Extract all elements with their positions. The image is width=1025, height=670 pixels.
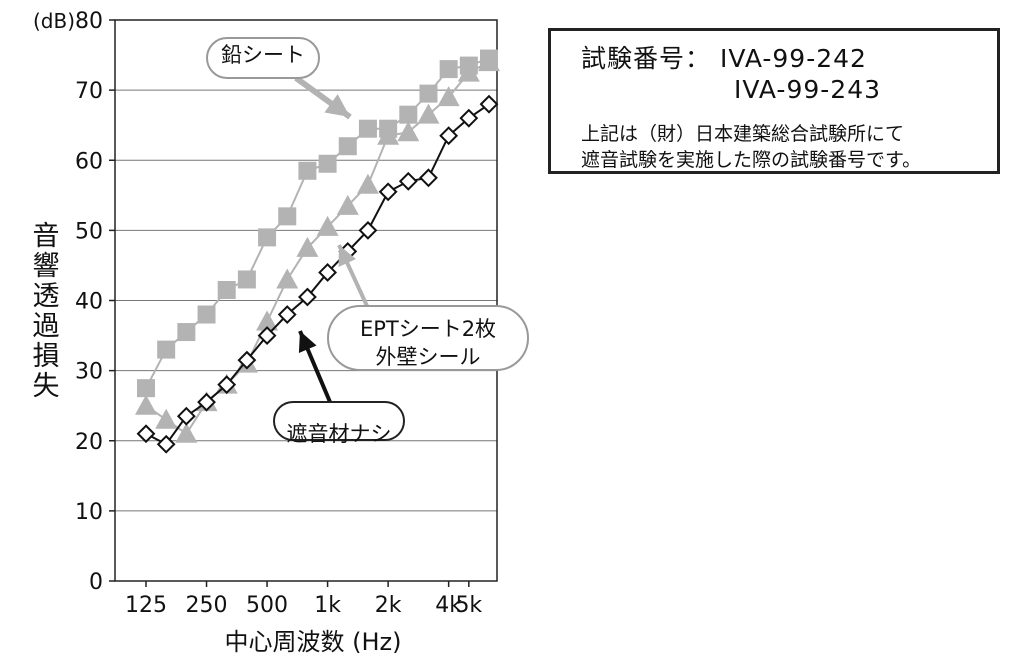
data-point-diamond xyxy=(398,171,418,191)
data-point-diamond xyxy=(237,350,257,370)
data-point-triangle xyxy=(175,422,198,443)
callout-bubble xyxy=(206,37,320,79)
data-point-square xyxy=(258,228,277,247)
callout-label: 鉛シート xyxy=(221,43,305,67)
data-point-diamond xyxy=(479,94,499,114)
data-point-diamond xyxy=(277,305,297,324)
data-point-square xyxy=(197,305,216,324)
y-tick-label: 50 xyxy=(75,219,103,244)
data-point-triangle xyxy=(377,124,400,145)
data-point-diamond xyxy=(439,126,459,146)
x-tick-label: 500 xyxy=(246,593,288,618)
data-point-square xyxy=(237,270,256,289)
y-tick-label: 0 xyxy=(89,570,103,595)
y-tick-label: 40 xyxy=(75,290,103,315)
data-point-triangle xyxy=(316,215,339,236)
data-point-square xyxy=(439,60,458,79)
data-point-diamond xyxy=(358,220,378,240)
data-point-diamond xyxy=(459,108,479,128)
data-point-triangle xyxy=(135,394,157,415)
y-axis-label: 響 xyxy=(33,251,60,282)
series-line xyxy=(145,103,490,446)
data-point-diamond xyxy=(297,287,317,307)
data-point-square xyxy=(217,280,236,299)
x-tick-label: 125 xyxy=(125,593,167,618)
callout-arrowhead xyxy=(338,245,356,267)
data-point-square xyxy=(318,154,337,173)
y-axis-label: 損 xyxy=(33,341,60,372)
data-point-triangle xyxy=(276,268,299,289)
y-axis-label: 音 xyxy=(33,221,60,252)
data-point-diamond xyxy=(176,406,196,426)
test-number-1: 試験番号： IVA-99-242 xyxy=(581,44,867,73)
data-point-triangle xyxy=(417,103,440,124)
data-point-square xyxy=(278,207,297,226)
y-tick-label: 60 xyxy=(75,149,103,174)
x-axis-label: 中心周波数 (Hz) xyxy=(225,628,402,656)
data-point-diamond xyxy=(257,326,277,345)
data-point-square xyxy=(338,137,357,156)
test-number-box: 試験番号： IVA-99-242 IVA-99-243 上記は（財）日本建築総合… xyxy=(548,28,1000,174)
y-tick-label: 10 xyxy=(75,500,103,525)
data-point-triangle xyxy=(478,51,500,72)
data-point-square xyxy=(399,105,418,124)
data-point-diamond xyxy=(318,263,338,282)
data-point-diamond xyxy=(419,168,438,188)
data-point-triangle xyxy=(356,173,379,194)
y-tick-label: 80 xyxy=(75,9,103,34)
data-point-diamond xyxy=(136,424,156,444)
data-point-triangle xyxy=(397,121,420,142)
data-point-triangle xyxy=(437,86,460,107)
y-axis-label: 過 xyxy=(33,311,60,342)
data-point-triangle xyxy=(155,408,178,429)
y-axis-label: 透 xyxy=(33,281,60,312)
data-point-square xyxy=(157,340,176,359)
test-note-line1: 上記は（財）日本建築総合試験所にて xyxy=(581,123,905,145)
series-layer xyxy=(135,49,500,454)
data-point-triangle xyxy=(296,236,319,257)
callout-arrowhead xyxy=(324,94,350,117)
y-tick-label: 70 xyxy=(75,79,103,104)
plot-frame xyxy=(114,19,498,582)
x-tick-label: 250 xyxy=(186,593,228,618)
y-unit-label: (dB) xyxy=(33,9,75,33)
data-point-square xyxy=(358,119,377,138)
data-point-diamond xyxy=(217,375,237,395)
y-tick-label: 30 xyxy=(75,360,103,385)
x-tick-label: 5k xyxy=(455,593,482,618)
callout-arrowhead xyxy=(298,331,317,353)
x-tick-label: 1k xyxy=(314,593,341,618)
x-tick-label: 2k xyxy=(375,593,402,618)
callout-label: EPTシート2枚 xyxy=(360,317,496,341)
data-point-diamond xyxy=(197,392,216,412)
callout-bubble xyxy=(327,305,529,371)
test-note-line2: 遮音試験を実施した際の試験番号です。 xyxy=(581,149,922,171)
data-point-square xyxy=(137,379,155,398)
data-point-square xyxy=(298,161,317,180)
x-tick-label: 4k xyxy=(435,593,462,618)
callout-label: 外壁シール xyxy=(376,345,481,369)
data-point-triangle xyxy=(457,61,480,82)
data-point-triangle xyxy=(256,310,279,331)
data-point-triangle xyxy=(336,194,359,215)
series-line xyxy=(145,61,490,436)
data-point-square xyxy=(419,84,438,103)
y-axis-label: 失 xyxy=(33,371,60,402)
callout-label: 遮音材ナシ xyxy=(287,422,392,446)
test-number-2: IVA-99-243 xyxy=(734,75,881,104)
callout-bubble xyxy=(273,401,405,441)
data-point-square xyxy=(177,323,196,342)
data-point-diamond xyxy=(378,182,398,202)
axes xyxy=(109,19,498,587)
data-point-diamond xyxy=(156,434,176,454)
y-tick-label: 20 xyxy=(75,430,103,455)
